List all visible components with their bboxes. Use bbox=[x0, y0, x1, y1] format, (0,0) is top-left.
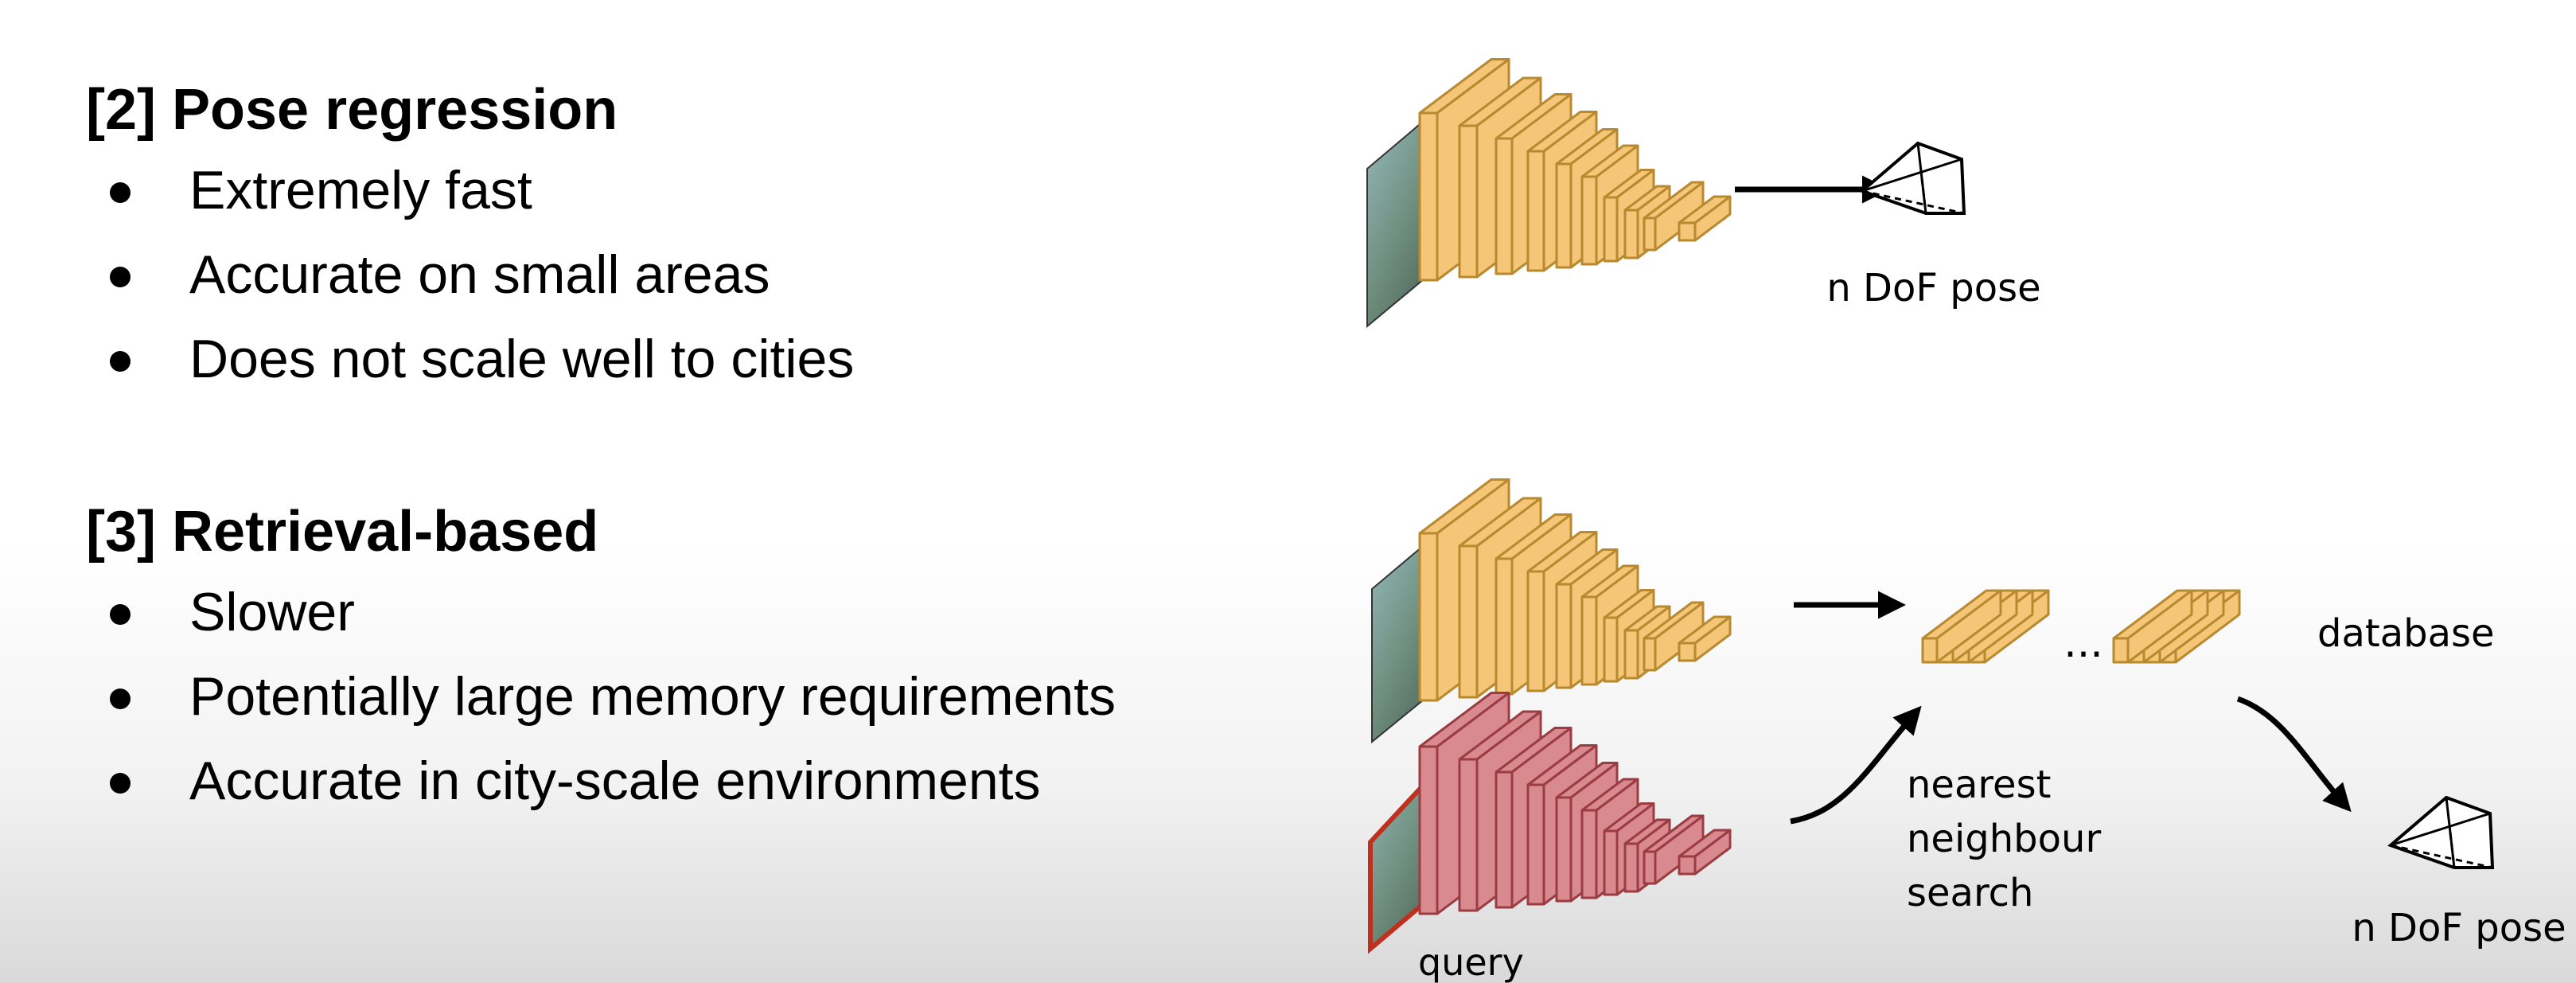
database-label: database bbox=[2317, 611, 2495, 656]
cnn-layers bbox=[1418, 58, 1732, 282]
bullet-list: Extremely fast Accurate on small areas D… bbox=[86, 148, 854, 401]
section-pose-regression: [2] Pose regression Extremely fast Accur… bbox=[86, 81, 854, 401]
cnn-layer-slab-front bbox=[1458, 758, 1479, 912]
cnn-layer-slab-front bbox=[1458, 124, 1479, 279]
bullet-text: Accurate in city-scale environments bbox=[189, 751, 1041, 811]
bullet-text: Does not scale well to cities bbox=[189, 329, 855, 389]
database-feature-block bbox=[2112, 589, 2241, 664]
section-retrieval-based: [3] Retrieval-based Slower Potentially l… bbox=[86, 503, 1116, 823]
bullet-item: Potentially large memory requirements bbox=[86, 654, 1116, 739]
pose-output-label: n DoF pose bbox=[1826, 266, 2040, 310]
cnn-layer-slab-front bbox=[1418, 532, 1439, 702]
bullet-dot-icon bbox=[110, 182, 131, 203]
search-label-line: search bbox=[1907, 871, 2033, 915]
cnn-layer-slab-front bbox=[1603, 616, 1619, 683]
cnn-layer-slab-front bbox=[1458, 544, 1479, 699]
cnn-layer-slab-front bbox=[1603, 196, 1619, 263]
query-network: nearest neighbour search query bbox=[1368, 692, 2113, 983]
bullet-dot-icon bbox=[110, 773, 131, 794]
retrieval-output: n DoF pose bbox=[2236, 696, 2566, 950]
cnn-layer-slab-front bbox=[1526, 570, 1545, 692]
cnn-layer-slab-front bbox=[1555, 796, 1572, 903]
cnn-layer-slab-front bbox=[1678, 642, 1697, 662]
bullet-text: Accurate on small areas bbox=[189, 244, 770, 305]
bullet-item: Accurate on small areas bbox=[86, 232, 854, 317]
cnn-layer-slab-front bbox=[1555, 583, 1572, 689]
section-title: [3] Retrieval-based bbox=[86, 500, 599, 564]
bullet-list: Slower Potentially large memory requirem… bbox=[86, 570, 1116, 823]
cnn-layer-slab-front bbox=[1495, 770, 1514, 909]
cnn-layer-slab-front bbox=[1603, 829, 1619, 896]
bullet-text: Extremely fast bbox=[189, 160, 532, 220]
arrow-to-output-pose bbox=[2236, 696, 2352, 813]
cnn-layer-slab-front bbox=[1495, 137, 1514, 275]
bullet-dot-icon bbox=[110, 351, 131, 372]
bullet-dot-icon bbox=[110, 688, 131, 709]
bullet-dot-icon bbox=[110, 267, 131, 287]
search-label-line: nearest bbox=[1907, 763, 2051, 807]
cnn-layer-slab-front bbox=[1678, 855, 1697, 876]
cnn-layer-slab-front bbox=[1623, 629, 1639, 680]
cnn-layers bbox=[1418, 692, 1732, 915]
camera-pose-icon bbox=[2387, 795, 2495, 869]
bullet-text: Potentially large memory requirements bbox=[189, 666, 1117, 727]
bullet-item: Slower bbox=[86, 570, 1116, 654]
cnn-layer-slab-front bbox=[1580, 175, 1598, 266]
database-feature-block bbox=[1921, 589, 2050, 664]
bullet-item: Accurate in city-scale environments bbox=[86, 739, 1116, 823]
cnn-layer-slab-front bbox=[1418, 745, 1439, 915]
search-label-line: neighbour bbox=[1907, 817, 2101, 861]
cnn-layer-slab-front bbox=[1623, 842, 1639, 893]
cnn-layer-slab-front bbox=[1643, 850, 1657, 885]
pose-regression-network: n DoF pose bbox=[1366, 58, 2041, 329]
cnn-layer-slab-front bbox=[1678, 221, 1697, 242]
bullet-text: Slower bbox=[189, 582, 355, 642]
database-network: ... database bbox=[1371, 478, 2495, 744]
feature-slab-front bbox=[2112, 637, 2130, 664]
bullet-item: Does not scale well to cities bbox=[86, 317, 854, 401]
cnn-layer-slab-front bbox=[1623, 209, 1639, 259]
cnn-layer-slab-front bbox=[1555, 162, 1572, 269]
section-title: [2] Pose regression bbox=[86, 78, 618, 142]
cnn-layer-slab-front bbox=[1495, 557, 1514, 696]
camera-pose-icon bbox=[1859, 141, 1966, 215]
cnn-layer-slab-front bbox=[1526, 150, 1545, 272]
cnn-layers bbox=[1418, 478, 1732, 702]
arrow-to-search bbox=[1790, 705, 1922, 825]
cnn-layer-slab-front bbox=[1580, 809, 1598, 899]
database-ellipsis: ... bbox=[2064, 619, 2103, 667]
feature-slab-front bbox=[1921, 637, 1939, 664]
cnn-layer-slab-front bbox=[1643, 216, 1657, 252]
bullet-item: Extremely fast bbox=[86, 148, 854, 232]
output-pose-label: n DoF pose bbox=[2352, 906, 2566, 950]
cnn-layer-slab-front bbox=[1526, 783, 1545, 906]
cnn-layer-slab-front bbox=[1643, 637, 1657, 672]
cnn-layer-slab-front bbox=[1418, 111, 1439, 282]
bullet-dot-icon bbox=[110, 604, 131, 625]
query-label: query bbox=[1418, 941, 1524, 983]
search-label: nearest neighbour search bbox=[1907, 763, 2113, 915]
cnn-layer-slab-front bbox=[1580, 595, 1598, 686]
